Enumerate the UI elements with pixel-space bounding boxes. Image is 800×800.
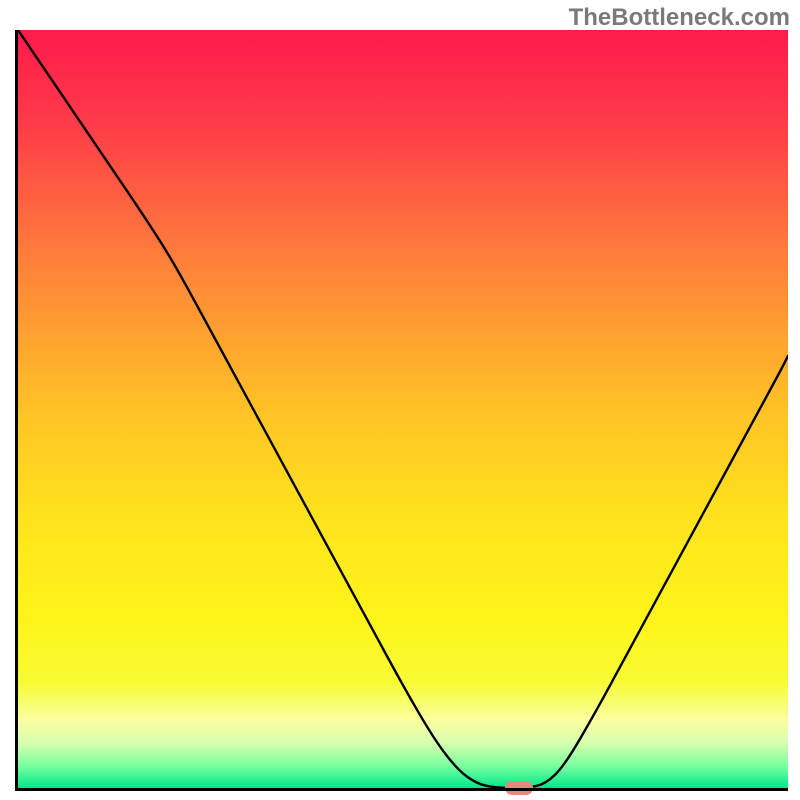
curve-svg [18,30,788,788]
chart-container: TheBottleneck.com [0,0,800,800]
x-axis-line [15,788,788,791]
plot-area [18,30,788,788]
y-axis-line [15,30,18,788]
watermark-text: TheBottleneck.com [569,4,790,32]
bottleneck-curve [18,30,788,788]
